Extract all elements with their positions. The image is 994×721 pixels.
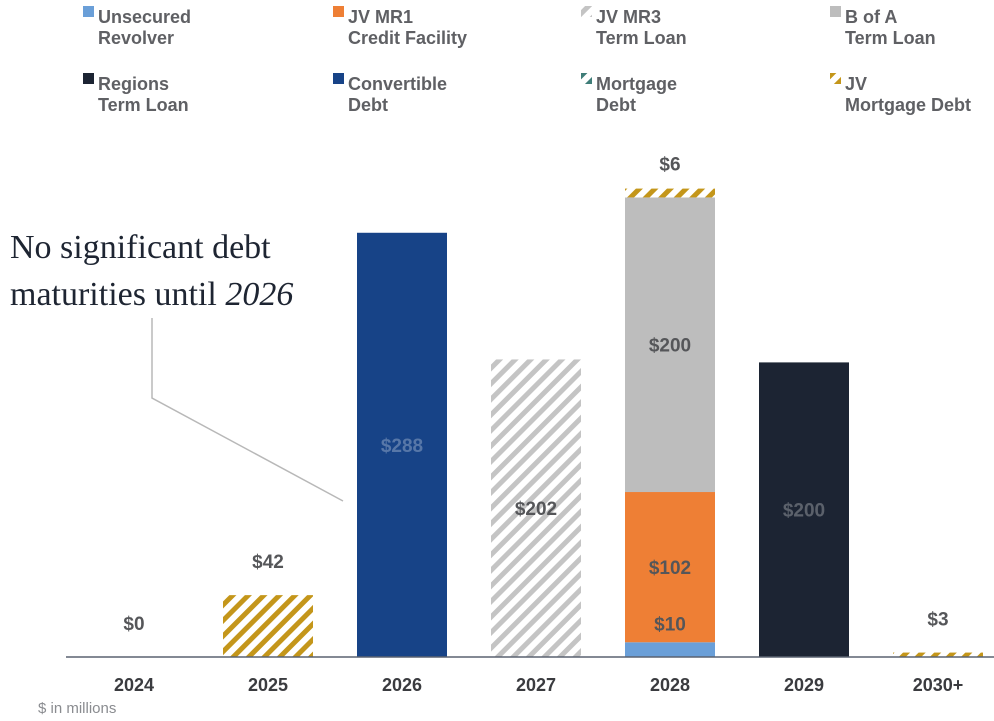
legend-item-regions-term-loan: Regions Term Loan	[83, 73, 189, 115]
legend-label: Regions Term Loan	[98, 74, 189, 115]
annotation-leader-line	[151, 318, 344, 502]
legend-swatch	[581, 73, 592, 84]
bar-2030-jv-mortgage-debt	[893, 652, 983, 657]
x-axis-ticks: 2024 2025 2026 2027 2028 2029 2030+	[114, 675, 963, 695]
annotation-line-1: No significant debt	[10, 229, 271, 266]
legend-item-jv-mr1-credit-facility: JV MR1 Credit Facility	[333, 6, 467, 48]
legend-label: Mortgage Debt	[596, 74, 677, 115]
legend-swatch	[333, 73, 344, 84]
annotation-line-2-year: 2026	[225, 276, 293, 313]
legend-swatch	[333, 6, 344, 17]
legend-swatch	[83, 73, 94, 84]
data-label-2027-jv-mr3-term-loan: $202	[515, 499, 557, 520]
legend-label: JV Mortgage Debt	[845, 74, 971, 115]
legend-label: Unsecured Revolver	[98, 7, 191, 48]
data-label-2024-total: $0	[123, 614, 144, 635]
legend-item-convertible-debt: Convertible Debt	[333, 73, 447, 115]
bar-2028-jv-mr1-credit-facility	[625, 492, 715, 643]
x-tick-2026: 2026	[382, 675, 422, 695]
legend-label: Convertible Debt	[348, 74, 447, 115]
annotation-line-2: maturities until 2026	[10, 276, 293, 313]
data-label-2029-regions-term-loan: $200	[783, 501, 825, 522]
legend-item-mortgage-debt: Mortgage Debt	[581, 73, 677, 115]
x-tick-2029: 2029	[784, 675, 824, 695]
legend-swatch	[83, 6, 94, 17]
legend: Unsecured Revolver JV MR1 Credit Facility JV…	[83, 6, 971, 115]
bar-2027-jv-mr3-term-loan	[491, 359, 581, 657]
bar-2025-jv-mortgage-debt	[223, 595, 313, 657]
data-labels: $0 $42 $288 $202 $10 $102 $200 $6 $200 $3	[123, 155, 948, 636]
bar-2029-regions-term-loan	[759, 362, 849, 657]
x-tick-2030: 2030+	[913, 675, 964, 695]
legend-swatch	[581, 6, 592, 17]
data-label-2026-convertible-debt: $288	[381, 436, 423, 457]
legend-swatch	[830, 6, 841, 17]
data-label-2028-jv-mr1-credit-facility: $102	[649, 558, 691, 579]
x-tick-2027: 2027	[516, 675, 556, 695]
legend-swatch	[830, 73, 841, 84]
bars	[223, 188, 983, 657]
x-tick-2028: 2028	[650, 675, 690, 695]
data-label-2025-total: $42	[252, 552, 284, 573]
data-label-2030-total: $3	[927, 610, 948, 631]
bar-2026-convertible-debt	[357, 232, 447, 657]
x-tick-2025: 2025	[248, 675, 288, 695]
legend-item-jv-mr3-term-loan: JV MR3 Term Loan	[581, 6, 687, 48]
legend-label: JV MR3 Term Loan	[596, 7, 687, 48]
legend-label: B of A Term Loan	[845, 7, 936, 48]
annotation-line-2-prefix: maturities until	[10, 276, 225, 313]
legend-item-b-of-a-term-loan: B of A Term Loan	[830, 6, 936, 48]
x-tick-2024: 2024	[114, 675, 154, 695]
bar-2028-unsecured-revolver	[625, 642, 715, 657]
legend-item-unsecured-revolver: Unsecured Revolver	[83, 6, 191, 48]
data-label-2028-b-of-a-term-loan: $200	[649, 336, 691, 357]
bar-2028-b-of-a-term-loan	[625, 197, 715, 493]
legend-label: JV MR1 Credit Facility	[348, 7, 467, 48]
data-label-2028-unsecured-revolver: $10	[654, 614, 686, 635]
bar-2028-jv-mortgage-debt	[625, 188, 715, 198]
units-note: $ in millions	[38, 700, 117, 717]
legend-item-jv-mortgage-debt: JV Mortgage Debt	[830, 73, 971, 115]
data-label-2028-jv-mortgage-debt: $6	[659, 155, 680, 176]
